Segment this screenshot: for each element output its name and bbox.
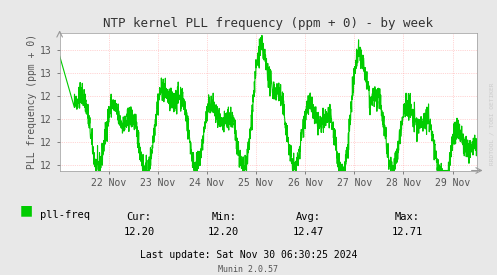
Text: Cur:: Cur:	[127, 212, 152, 222]
Text: Last update: Sat Nov 30 06:30:25 2024: Last update: Sat Nov 30 06:30:25 2024	[140, 251, 357, 260]
Text: RRDTOOL / TOBI OETIKER: RRDTOOL / TOBI OETIKER	[490, 82, 495, 165]
Text: pll-freq: pll-freq	[40, 210, 90, 219]
Text: 12.71: 12.71	[392, 227, 423, 237]
Text: Max:: Max:	[395, 212, 420, 222]
Text: Avg:: Avg:	[296, 212, 321, 222]
Title: NTP kernel PLL frequency (ppm + 0) - by week: NTP kernel PLL frequency (ppm + 0) - by …	[103, 17, 433, 31]
Text: Munin 2.0.57: Munin 2.0.57	[219, 265, 278, 274]
Y-axis label: PLL frequency (ppm + 0): PLL frequency (ppm + 0)	[27, 34, 37, 169]
Text: 12.20: 12.20	[124, 227, 155, 237]
Text: Min:: Min:	[211, 212, 236, 222]
Text: 12.47: 12.47	[293, 227, 324, 237]
Text: 12.20: 12.20	[208, 227, 239, 237]
Text: ■: ■	[20, 204, 33, 218]
